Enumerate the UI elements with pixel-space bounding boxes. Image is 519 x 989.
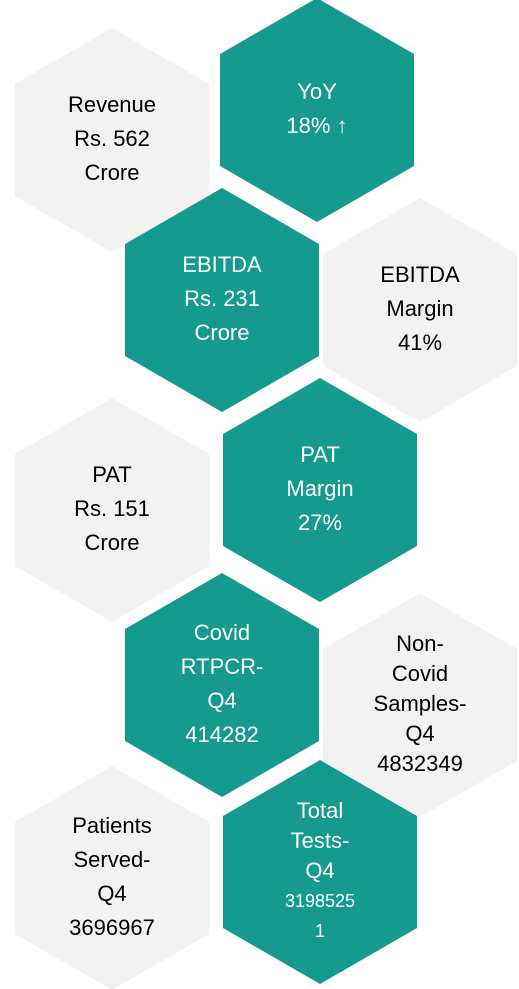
hexagon-text: Patients: [72, 813, 152, 838]
hexagon-text: 27%: [298, 510, 342, 535]
hexagon-text: Revenue: [68, 92, 156, 117]
hexagon-text: Q4: [405, 721, 434, 746]
hexagon-text: Q4: [305, 858, 334, 883]
hexagon-text: 414282: [185, 722, 258, 747]
hexagon-text: Served-: [73, 847, 150, 872]
hexagon-text: Rs. 151: [74, 496, 150, 521]
hexagon-text: 3198525: [285, 891, 355, 911]
hexagon: [15, 28, 209, 252]
hexagon-text: 3696967: [69, 915, 155, 940]
hexagon: [15, 766, 209, 989]
hexagon-text: Rs. 562: [74, 126, 150, 151]
hexagon: [323, 593, 517, 817]
hexagon-text: Crore: [194, 320, 249, 345]
hexagon-text: PAT: [300, 442, 340, 467]
hexagon: [223, 760, 417, 984]
hexagon-text: Q4: [207, 688, 236, 713]
hexagon-text: Total: [297, 798, 343, 823]
hexagon-text: 41%: [398, 330, 442, 355]
hexagon-text: Samples-: [374, 691, 467, 716]
hexagon-text: EBITDA: [182, 252, 262, 277]
hexagon: [125, 188, 319, 412]
hexagon-text: Crore: [84, 160, 139, 185]
hexagon-text: Rs. 231: [184, 286, 260, 311]
hexagon-text: Crore: [84, 530, 139, 555]
hexagon-text: YoY: [297, 79, 337, 104]
hexagon-text: 4832349: [377, 751, 463, 776]
hexagon: [220, 0, 414, 222]
hexagon: [223, 378, 417, 602]
hexagon: [125, 573, 319, 797]
hexagon-text: Margin: [386, 296, 453, 321]
hexagon-text: Non-: [396, 631, 444, 656]
hexagon-text: RTPCR-: [181, 654, 264, 679]
hexagon-text: PAT: [92, 462, 132, 487]
hexagon-text: Margin: [286, 476, 353, 501]
hexagon: [323, 198, 517, 422]
hexagon-text: Covid: [392, 661, 448, 686]
hexagon-text: 18% ↑: [286, 113, 347, 138]
hexagon-text: Covid: [194, 620, 250, 645]
hexagon-text: Q4: [97, 881, 126, 906]
hexagon: [15, 398, 209, 622]
hexagon-text: 1: [315, 921, 325, 941]
hexagon-text: Tests-: [291, 828, 350, 853]
hexagon-text: EBITDA: [380, 262, 460, 287]
